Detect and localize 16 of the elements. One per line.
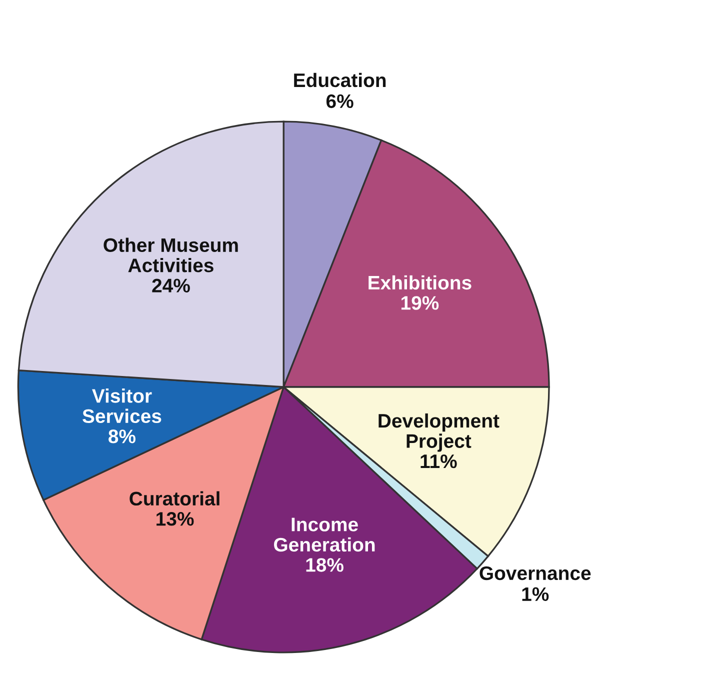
data-label: 13%: [156, 512, 194, 526]
data-label: 24%: [152, 278, 190, 292]
slice-label: Visitor Services: [82, 388, 162, 424]
slice-label: Other Museum Activities: [104, 238, 238, 272]
slice-label: Education: [294, 72, 386, 88]
data-label: 8%: [108, 430, 136, 444]
data-label: 19%: [401, 296, 439, 310]
slice-label: Income Generation: [274, 518, 375, 552]
slice-label: Development Project: [378, 413, 500, 452]
slice-label: Exhibitions: [368, 275, 472, 290]
data-label: 6%: [326, 94, 354, 108]
data-label: 11%: [420, 454, 457, 468]
data-label: 1%: [522, 587, 549, 601]
data-label: 18%: [306, 558, 344, 572]
slice-label: Curatorial: [130, 491, 220, 506]
slice-label: Governance: [480, 566, 591, 580]
